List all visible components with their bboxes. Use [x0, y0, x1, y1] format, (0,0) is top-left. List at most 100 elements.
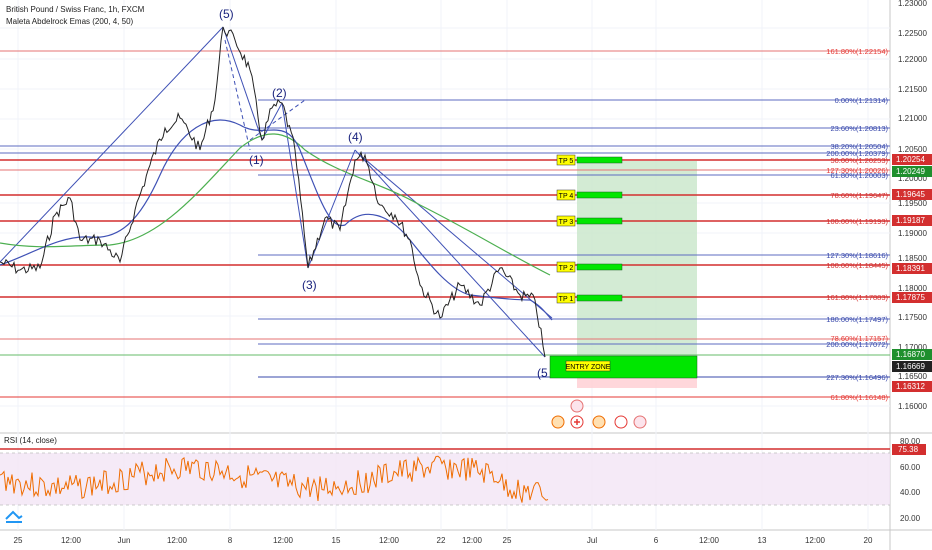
tp4-badge[interactable]	[556, 189, 576, 201]
chart-title[interactable]: British Pound / Swiss Franc, 1h, FXCM	[6, 5, 145, 14]
price-badge[interactable]	[892, 381, 932, 392]
time-tick: 8	[228, 536, 233, 545]
time-tick: 15	[332, 536, 341, 545]
rsi-value-badge[interactable]	[892, 444, 926, 455]
tp5-label: TP 5	[559, 158, 574, 165]
price-badge[interactable]	[892, 215, 932, 226]
rsi-tick: 60.00	[900, 463, 921, 472]
price-tick: 1.18500	[898, 254, 927, 263]
ema-200-line[interactable]	[0, 133, 551, 276]
event-icon[interactable]	[570, 399, 584, 413]
time-tick: 12:00	[167, 536, 188, 545]
rsi-line[interactable]	[0, 455, 549, 503]
price-tick: 1.21000	[898, 114, 927, 123]
event-icon[interactable]	[592, 415, 606, 429]
trend-lines[interactable]	[0, 26, 553, 358]
tp2-badge[interactable]	[556, 261, 576, 273]
fib-label: 23.60%(1.20813)	[830, 124, 888, 133]
time-tick: 12:00	[61, 536, 82, 545]
price-badge-label: 1.20249	[896, 167, 925, 176]
rsi-title[interactable]: RSI (14, close)	[4, 436, 57, 445]
price-tick: 1.22000	[898, 55, 927, 64]
tp3-badge[interactable]	[556, 215, 576, 227]
entry-zone-badge[interactable]	[565, 360, 611, 372]
time-tick: 22	[437, 536, 446, 545]
price-badge-label: 1.18391	[896, 264, 925, 273]
price-tick: 1.17500	[898, 313, 927, 322]
main-pane[interactable]	[0, 0, 890, 432]
event-icon[interactable]	[551, 415, 565, 429]
fib-lines[interactable]	[0, 50, 890, 398]
event-icons[interactable]	[551, 399, 647, 429]
price-badge[interactable]	[892, 361, 932, 372]
event-icon[interactable]	[633, 415, 647, 429]
rsi-tick: 80.00	[900, 437, 921, 446]
tradingview-logo-icon[interactable]	[5, 510, 23, 523]
ema-50-line[interactable]	[0, 119, 553, 321]
fib-labels: 161.80%(1.22154) 0.00%(1.21314) 23.60%(1…	[826, 47, 888, 402]
price-badge-label: 1.16312	[896, 382, 925, 391]
indicator-label[interactable]: Maleta Abdelrock Emas (200, 4, 50)	[6, 17, 134, 26]
price-tick: 1.17000	[898, 343, 927, 352]
rsi-tick: 20.00	[900, 514, 921, 523]
fib-label: 161.80%(1.17883)	[826, 293, 888, 302]
price-badge-label: 1.17875	[896, 293, 925, 302]
price-axis[interactable]: 1.23000 1.22500 1.22000 1.21500 1.21000 …	[898, 0, 927, 411]
time-tick: 12:00	[379, 536, 400, 545]
fib-label: 100.00%(1.19193)	[826, 217, 888, 226]
price-badge-label: 1.16870	[896, 350, 925, 359]
wave-5-top: (5)	[219, 7, 234, 21]
fib-label: 127.30%(1.20026)	[826, 166, 888, 175]
price-tick: 1.16000	[898, 402, 927, 411]
wave-labels: (5) (1) (2) (3) (4) (5	[219, 7, 548, 380]
price-badge[interactable]	[892, 349, 932, 360]
price-badge-label: 1.19187	[896, 216, 925, 225]
rsi-axis[interactable]: 80.00 60.00 40.00 20.00 75.38	[892, 437, 926, 523]
time-tick: 12:00	[699, 536, 720, 545]
fib-label: 61.80%(1.16148)	[830, 393, 888, 402]
price-badge[interactable]	[892, 166, 932, 177]
price-tick: 1.20000	[898, 174, 927, 183]
event-icon[interactable]	[614, 415, 628, 429]
time-tick: 12:00	[805, 536, 826, 545]
profit-zone[interactable]	[577, 161, 697, 356]
time-tick: 12:00	[273, 536, 294, 545]
time-tick: 6	[654, 536, 659, 545]
tp5-badge[interactable]	[556, 154, 576, 166]
fib-label: 161.80%(1.22154)	[826, 47, 888, 56]
fib-label: 100.00%(1.18445)	[826, 261, 888, 270]
price-badge[interactable]	[892, 189, 932, 200]
price-badge[interactable]	[892, 263, 932, 274]
tp3-label: TP 3	[559, 219, 574, 226]
fib-label: 78.60%(1.19647)	[830, 191, 888, 200]
tp4-label: TP 4	[559, 193, 574, 200]
fib-label: 200.00%(1.20379)	[826, 149, 888, 158]
price-badge[interactable]	[892, 292, 932, 303]
time-tick: 25	[503, 536, 512, 545]
fib-label: 200.00%(1.17072)	[826, 340, 888, 349]
time-tick: Jun	[118, 536, 131, 545]
price-tick: 1.23000	[898, 0, 927, 8]
time-tick: 25	[14, 536, 23, 545]
fib-label: 0.00%(1.21314)	[835, 96, 889, 105]
entry-zone-label: ENTRY ZONE	[566, 364, 611, 371]
price-badge[interactable]	[892, 154, 932, 165]
rsi-value-label: 75.38	[898, 445, 919, 454]
price-tick: 1.19500	[898, 199, 927, 208]
take-profit-markers[interactable]: TP 5 TP 4 TP 3 TP 2 TP 1	[556, 154, 623, 304]
tp1-badge[interactable]	[556, 292, 576, 304]
price-tick: 1.20500	[898, 145, 927, 154]
price-tick: 1.18000	[898, 284, 927, 293]
price-badge-label: 1.16669	[896, 362, 925, 371]
wave-4: (4)	[348, 130, 363, 144]
price-tick: 1.22500	[898, 29, 927, 38]
fib-label: 180.00%(1.17497)	[826, 315, 888, 324]
time-tick: 20	[864, 536, 873, 545]
time-axis[interactable]: 25 12:00 Jun 12:00 8 12:00 15 12:00 22 1…	[14, 536, 873, 545]
price-line[interactable]	[0, 26, 546, 358]
price-badges[interactable]: 1.20254 1.20249 1.19645 1.19187 1.18391 …	[892, 154, 932, 392]
price-badge-label: 1.19645	[896, 190, 925, 199]
price-tick: 1.16500	[898, 372, 927, 381]
fib-label: 61.80%(1.20003)	[830, 171, 888, 180]
